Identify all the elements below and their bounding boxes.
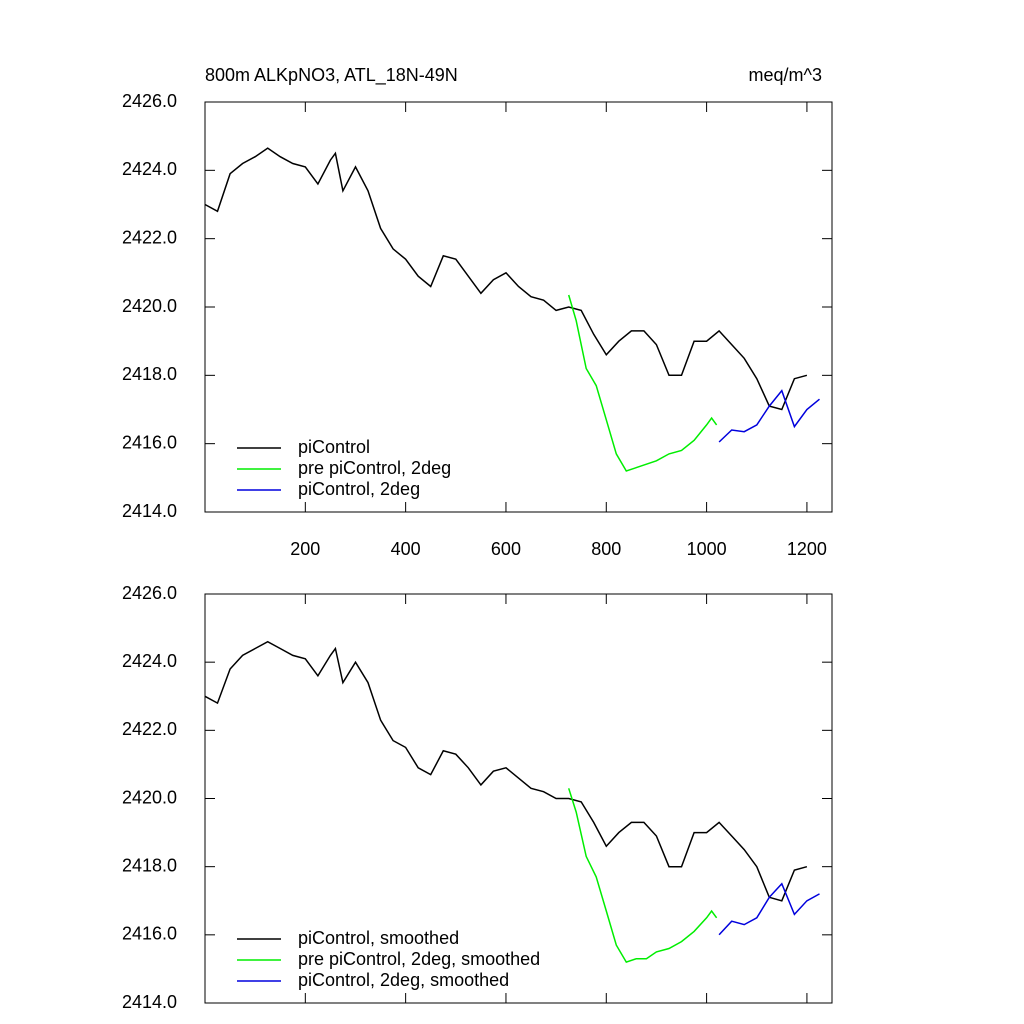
x-tick-label: 1000 — [687, 539, 727, 559]
y-tick-label: 2424.0 — [122, 159, 177, 179]
y-tick-label: 2420.0 — [122, 787, 177, 807]
chart-title: 800m ALKpNO3, ATL_18N-49N — [205, 65, 458, 86]
units-label: meq/m^3 — [749, 65, 822, 85]
y-tick-label: 2418.0 — [122, 855, 177, 875]
legend-label: pre piControl, 2deg — [298, 458, 451, 478]
y-tick-label: 2426.0 — [122, 583, 177, 603]
legend-label: piControl, 2deg — [298, 479, 420, 499]
y-tick-label: 2422.0 — [122, 227, 177, 247]
x-tick-label: 800 — [591, 539, 621, 559]
y-tick-label: 2424.0 — [122, 651, 177, 671]
legend-label: pre piControl, 2deg, smoothed — [298, 949, 540, 969]
series-line — [718, 882, 820, 936]
legend-label: piControl — [298, 437, 370, 457]
series-line — [204, 640, 808, 902]
series-line — [567, 788, 718, 964]
series-line — [718, 389, 820, 443]
y-tick-label: 2422.0 — [122, 719, 177, 739]
x-tick-label: 600 — [491, 539, 521, 559]
y-tick-label: 2418.0 — [122, 364, 177, 384]
y-tick-label: 2414.0 — [122, 992, 177, 1012]
legend-label: piControl, 2deg, smoothed — [298, 970, 509, 990]
y-tick-label: 2426.0 — [122, 91, 177, 111]
series-line — [204, 147, 808, 411]
y-tick-label: 2414.0 — [122, 501, 177, 521]
x-tick-label: 200 — [290, 539, 320, 559]
x-tick-label: 400 — [391, 539, 421, 559]
y-tick-label: 2420.0 — [122, 296, 177, 316]
series-line — [567, 294, 718, 472]
y-tick-label: 2416.0 — [122, 432, 177, 452]
y-tick-label: 2416.0 — [122, 924, 177, 944]
x-tick-label: 1200 — [787, 539, 827, 559]
legend-label: piControl, smoothed — [298, 928, 459, 948]
